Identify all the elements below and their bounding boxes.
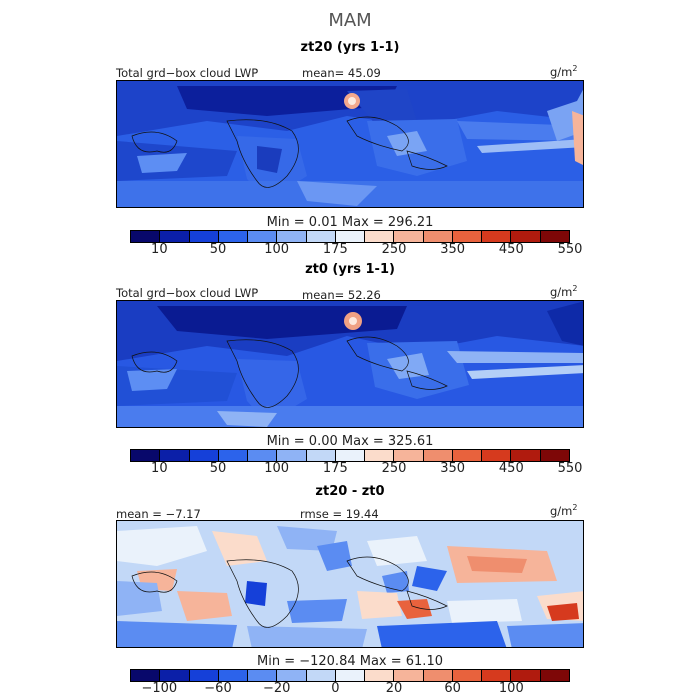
- colorbar-tick-label: 250: [381, 242, 407, 257]
- colorbar-swatch: [482, 231, 512, 242]
- colorbar-swatch: [277, 670, 307, 681]
- season-title: MAM: [328, 10, 372, 31]
- colorbar-swatch: [189, 670, 219, 681]
- colorbar-swatch: [160, 670, 190, 681]
- panel-1-title: zt20 (yrs 1-1): [300, 40, 400, 55]
- colorbar-tick-label: 350: [440, 461, 466, 476]
- colorbar-tick-label: 60: [444, 681, 461, 696]
- panel-3-unit: g/m2: [550, 503, 578, 518]
- colorbar-swatch: [335, 670, 366, 681]
- colorbar-swatch: [306, 670, 336, 681]
- colorbar-swatch: [189, 231, 219, 242]
- colorbar-tick-label: 10: [151, 461, 168, 476]
- panel-3-mean: mean = −7.17: [116, 507, 201, 521]
- colorbar-swatch: [248, 450, 278, 461]
- colorbar-tick-label: 20: [385, 681, 403, 696]
- colorbar-swatch: [423, 450, 453, 461]
- colorbar-swatch: [335, 231, 366, 242]
- colorbar-tick-label: 10: [151, 242, 168, 257]
- colorbar-tick-label: 550: [557, 461, 583, 476]
- colorbar-swatch: [365, 670, 395, 681]
- panel-3-title: zt20 - zt0: [315, 484, 385, 499]
- colorbar-swatch: [394, 450, 424, 461]
- colorbar-swatch: [394, 231, 424, 242]
- panel-2-variable-label: Total grd−box cloud LWP: [116, 286, 259, 300]
- colorbar-swatch: [365, 450, 395, 461]
- colorbar-tick-label: 50: [209, 461, 227, 476]
- colorbar-swatch: [160, 231, 190, 242]
- colorbar-swatch: [482, 450, 512, 461]
- colorbar-swatch: [218, 231, 249, 242]
- colorbar-tick-label: 0: [331, 681, 340, 696]
- colorbar-tick-label: 100: [264, 461, 290, 476]
- colorbar-swatch: [394, 670, 424, 681]
- colorbar-swatch: [511, 231, 541, 242]
- colorbar-swatch: [335, 450, 366, 461]
- colorbar-tick-label: −100: [141, 681, 178, 696]
- panel-3-difference-map: [116, 520, 584, 648]
- colorbar-swatch: [218, 450, 249, 461]
- colorbar-tick-label: 175: [322, 461, 348, 476]
- panel-1-variable-label: Total grd−box cloud LWP: [116, 66, 259, 80]
- colorbar-swatch: [306, 450, 336, 461]
- panel-2-min-max: Min = 0.00 Max = 325.61: [266, 434, 434, 449]
- colorbar-swatch: [248, 670, 278, 681]
- panel-2-mean: mean= 52.26: [302, 288, 381, 302]
- colorbar-swatch: [365, 231, 395, 242]
- colorbar-tick-label: 450: [498, 461, 524, 476]
- colorbar-tick-label: 175: [322, 242, 348, 257]
- colorbar-swatch: [131, 670, 161, 681]
- colorbar-swatch: [277, 231, 307, 242]
- colorbar-swatch: [131, 450, 161, 461]
- colorbar-swatch: [277, 450, 307, 461]
- panel-1-map: [116, 80, 584, 208]
- colorbar-swatch: [511, 670, 541, 681]
- colorbar-swatch: [540, 231, 569, 242]
- colorbar-swatch: [452, 670, 483, 681]
- colorbar-swatch: [189, 450, 219, 461]
- colorbar-tick-label: 450: [498, 242, 524, 257]
- colorbar-swatch: [160, 450, 190, 461]
- colorbar-swatch: [306, 231, 336, 242]
- panel-2-unit: g/m2: [550, 284, 578, 299]
- panel-2-title: zt0 (yrs 1-1): [305, 262, 395, 277]
- colorbar-swatch: [452, 450, 483, 461]
- panel-1-mean: mean= 45.09: [302, 66, 381, 80]
- colorbar-tick-label: 250: [381, 461, 407, 476]
- colorbar-tick-label: 50: [209, 242, 227, 257]
- colorbar-swatch: [452, 231, 483, 242]
- panel-1-unit: g/m2: [550, 64, 578, 79]
- colorbar-tick-label: 100: [498, 681, 524, 696]
- panel-2-colorbar: [130, 449, 570, 462]
- colorbar-tick-label: −60: [204, 681, 232, 696]
- panel-2-map: [116, 300, 584, 428]
- colorbar-swatch: [218, 670, 249, 681]
- colorbar-swatch: [131, 231, 161, 242]
- colorbar-swatch: [482, 670, 512, 681]
- panel-3-min-max: Min = −120.84 Max = 61.10: [257, 654, 443, 669]
- panel-3-colorbar: [130, 669, 570, 682]
- colorbar-swatch: [248, 231, 278, 242]
- colorbar-swatch: [540, 450, 569, 461]
- colorbar-swatch: [423, 231, 453, 242]
- colorbar-swatch: [540, 670, 569, 681]
- colorbar-swatch: [511, 450, 541, 461]
- colorbar-swatch: [423, 670, 453, 681]
- colorbar-tick-label: 350: [440, 242, 466, 257]
- colorbar-tick-label: 100: [264, 242, 290, 257]
- colorbar-tick-label: −20: [262, 681, 291, 696]
- panel-1-colorbar: [130, 230, 570, 243]
- panel-3-rmse: rmse = 19.44: [300, 507, 379, 521]
- colorbar-tick-label: 550: [557, 242, 583, 257]
- panel-1-min-max: Min = 0.01 Max = 296.21: [266, 215, 434, 230]
